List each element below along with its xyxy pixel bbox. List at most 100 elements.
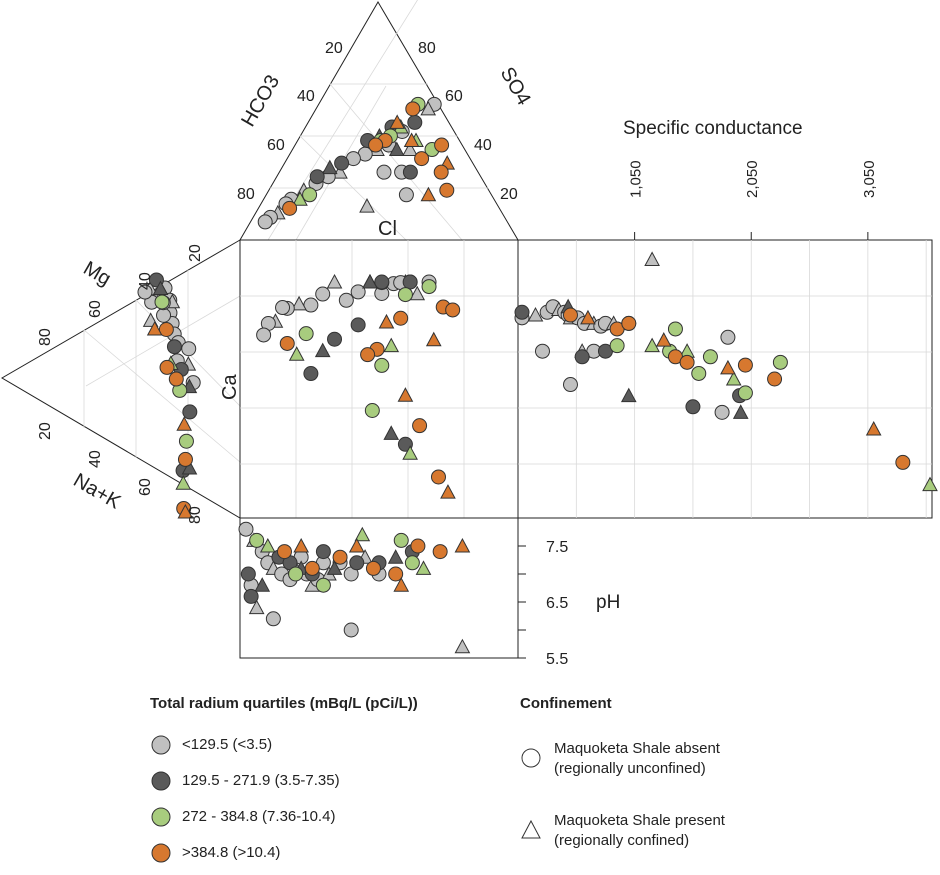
central-square: [239, 239, 519, 519]
data-point: [156, 307, 172, 323]
data-point: [383, 337, 400, 353]
conductance-tick-label: 1,050: [628, 160, 645, 198]
radium-legend: Total radium quartiles (mBq/L (pCi/L)) <…: [150, 695, 510, 875]
conductance-tick-label: 2,050: [744, 160, 761, 198]
hco3-label-group: HCO3: [237, 71, 284, 130]
so4-tick: 60: [445, 88, 463, 105]
data-point: [365, 560, 381, 576]
data-point: [249, 532, 265, 548]
data-point: [368, 137, 384, 153]
data-point: [772, 354, 788, 370]
nak-tick: 60: [137, 478, 154, 496]
data-point: [315, 286, 331, 302]
data-point: [440, 484, 456, 499]
data-point: [514, 304, 530, 320]
data-point: [374, 274, 390, 290]
data-point: [393, 532, 409, 548]
data-point: [393, 577, 410, 592]
legend-label: 129.5 - 271.9 (3.5-7.35): [182, 772, 340, 789]
data-point: [767, 371, 783, 387]
data-point: [275, 300, 291, 316]
legend-label: >384.8 (>10.4): [182, 844, 281, 861]
hco3-tick: 80: [237, 186, 255, 203]
data-point: [402, 274, 418, 290]
data-point: [349, 555, 365, 571]
data-point: [383, 425, 400, 440]
data-point: [398, 187, 414, 203]
ph-panel-outline: [239, 517, 519, 659]
legend-label: <129.5 (<3.5): [182, 736, 273, 753]
ph-ticks: 7.5 6.5 5.5: [518, 517, 568, 668]
data-point: [389, 114, 406, 129]
data-point: [288, 346, 305, 361]
data-point: [609, 338, 625, 354]
conductance-points: [514, 251, 938, 492]
data-point: [655, 332, 672, 347]
data-point: [376, 164, 392, 180]
data-point: [315, 577, 331, 593]
data-point: [354, 526, 371, 542]
data-point: [298, 326, 314, 342]
data-point: [176, 416, 193, 431]
data-point: [402, 141, 418, 157]
ph-panel: 7.5 6.5 5.5 pH: [238, 517, 620, 668]
data-point: [397, 387, 414, 402]
nak-label-group: Na+K: [70, 469, 125, 514]
data-point: [714, 404, 730, 420]
conductance-grid: [518, 240, 932, 518]
mg-tick: 80: [37, 328, 54, 346]
data-point: [182, 404, 198, 420]
data-point: [154, 294, 170, 310]
data-point: [327, 331, 343, 347]
data-point: [350, 317, 366, 333]
legend-label: (regionally confined): [554, 832, 690, 849]
data-point: [248, 599, 265, 615]
data-point: [574, 349, 590, 365]
data-point: [434, 137, 450, 153]
radium-legend-title: Total radium quartiles (mBq/L (pCi/L)): [150, 695, 418, 712]
data-point: [387, 549, 404, 564]
data-point: [737, 357, 753, 373]
data-point: [725, 370, 742, 386]
ph-tick-label: 6.5: [546, 595, 568, 612]
data-point: [430, 469, 446, 485]
data-point: [137, 284, 153, 300]
data-point: [256, 327, 272, 343]
data-point: [276, 544, 292, 560]
data-point: [362, 273, 378, 289]
data-point: [265, 611, 281, 627]
legend-label: Maquoketa Shale present: [554, 812, 725, 829]
conductance-tick: 3,050: [861, 160, 878, 198]
data-point: [432, 544, 448, 560]
legend-swatch-q4: [151, 843, 171, 863]
data-point: [685, 399, 701, 415]
data-point: [315, 544, 331, 560]
data-point: [410, 538, 426, 554]
data-point: [702, 349, 718, 365]
legend-label: (regionally unconfined): [554, 760, 706, 777]
data-point: [332, 549, 348, 565]
so4-tick: 80: [418, 40, 436, 57]
hco3-label: HCO3: [237, 71, 284, 130]
data-point: [720, 329, 736, 345]
nak-label: Na+K: [70, 469, 125, 514]
data-point: [922, 476, 938, 492]
anion-ternary: Cl HCO3 SO4 20 40 60 80 80 60 40 20: [237, 0, 535, 241]
data-point: [415, 560, 432, 575]
data-point: [388, 141, 405, 157]
nak-tick: 20: [37, 422, 54, 440]
data-point: [168, 371, 184, 387]
mg-ticks: 20 40 60 80: [37, 244, 204, 346]
data-point: [420, 100, 437, 116]
data-point: [691, 365, 707, 381]
radium-legend-item: 129.5 - 271.9 (3.5-7.35): [150, 769, 340, 793]
data-point: [309, 169, 325, 185]
central-points: [256, 273, 461, 499]
triangle-icon: [521, 819, 541, 839]
nak-ticks: 20 40 60 80: [37, 422, 204, 524]
data-point: [254, 577, 271, 592]
confinement-legend: Confinement Maquoketa Shale absent (regi…: [520, 695, 820, 865]
data-point: [454, 638, 471, 654]
data-point: [302, 187, 318, 203]
data-point: [720, 359, 736, 375]
